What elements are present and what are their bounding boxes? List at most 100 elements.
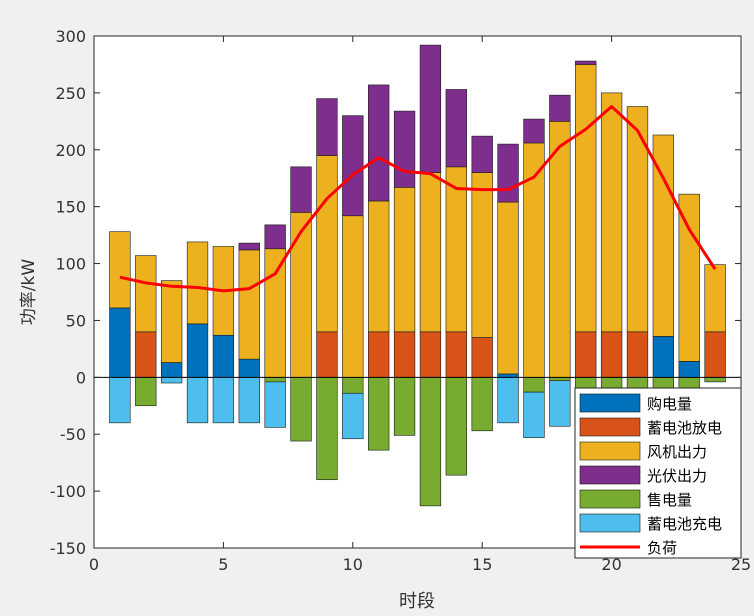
bar-s5-t1 xyxy=(109,377,131,424)
bar-s0-t16 xyxy=(497,373,519,378)
bar-s2-t12 xyxy=(393,187,416,333)
bar-s2-t18 xyxy=(549,121,571,378)
bar-s3-t7 xyxy=(264,224,286,250)
bar-s3-t19 xyxy=(575,60,597,65)
bar-s0-t4 xyxy=(186,323,209,378)
bar-s5-t17 xyxy=(523,391,545,438)
legend-swatch-1 xyxy=(579,417,641,437)
plot-frame xyxy=(93,35,742,549)
bar-s2-t15 xyxy=(471,172,493,338)
bar-s2-t21 xyxy=(626,106,649,333)
bar-s2-t16 xyxy=(497,201,519,375)
bar-s5-t18 xyxy=(549,380,571,427)
bar-s4-t18 xyxy=(549,377,571,382)
bar-s1-t14 xyxy=(445,331,467,378)
bar-s1-t13 xyxy=(419,331,442,378)
y-tick-label-150: 150 xyxy=(55,198,86,217)
bar-s0-t22 xyxy=(652,336,675,378)
bar-s4-t7 xyxy=(264,377,286,383)
bar-s5-t5 xyxy=(212,377,235,424)
bar-s5-t4 xyxy=(186,377,209,424)
legend-item-1: 蓄电池放电 xyxy=(579,417,722,437)
legend-item-2: 风机出力 xyxy=(579,441,707,461)
bar-s3-t18 xyxy=(549,94,571,122)
bar-s4-t11 xyxy=(368,377,390,451)
bar-s2-t9 xyxy=(316,155,338,333)
y-tick-label-100: 100 xyxy=(55,255,86,274)
bar-s0-t5 xyxy=(212,334,235,378)
x-tick-label-10: 10 xyxy=(343,555,363,574)
x-tick-label-20: 20 xyxy=(601,555,621,574)
bar-s3-t15 xyxy=(471,135,493,173)
y-tick-label--150: -150 xyxy=(50,539,86,558)
bar-s4-t14 xyxy=(445,377,467,476)
bar-s1-t19 xyxy=(575,331,597,378)
x-axis-label: 时段 xyxy=(399,591,435,612)
x-tick-label-25: 25 xyxy=(731,555,751,574)
bar-s4-t12 xyxy=(393,377,416,436)
x-tick-label-15: 15 xyxy=(472,555,492,574)
x-axis-ticks: 0 5 10 15 20 25 xyxy=(89,36,751,574)
legend-label-2: 风机出力 xyxy=(647,443,707,461)
bar-s2-t13 xyxy=(419,172,442,333)
bar-s4-t10 xyxy=(342,377,364,394)
bar-s3-t16 xyxy=(497,143,519,203)
bar-s5-t7 xyxy=(264,381,286,428)
bar-s2-t3 xyxy=(160,280,183,363)
bar-s3-t10 xyxy=(342,115,364,217)
y-tick-label--100: -100 xyxy=(50,482,86,501)
bar-s2-t14 xyxy=(445,166,467,333)
legend-label-5: 蓄电池充电 xyxy=(647,515,722,533)
bar-s2-t24 xyxy=(704,264,726,333)
y-tick-label--50: -50 xyxy=(60,425,86,444)
series-1 xyxy=(135,331,726,378)
bar-s2-t20 xyxy=(600,92,623,333)
legend-item-0: 购电量 xyxy=(579,393,692,413)
bar-s1-t15 xyxy=(471,337,493,378)
series-0 xyxy=(109,307,700,378)
bar-s1-t2 xyxy=(135,331,157,378)
legend-item-5: 蓄电池充电 xyxy=(579,513,722,533)
legend-item-4: 售电量 xyxy=(579,489,692,509)
bar-s1-t11 xyxy=(368,331,390,378)
legend-swatch-0 xyxy=(579,393,641,413)
legend-label-3: 光伏出力 xyxy=(647,467,707,485)
legend-label-4: 售电量 xyxy=(647,491,692,509)
x-tick-label-0: 0 xyxy=(89,555,99,574)
bar-s0-t3 xyxy=(160,362,183,378)
bar-s4-t2 xyxy=(135,377,157,407)
line-layer xyxy=(119,105,717,293)
y-axis-label: 功率/kW xyxy=(19,259,39,326)
bar-s3-t8 xyxy=(290,166,312,213)
bar-s2-t6 xyxy=(238,249,260,360)
bar-s3-t17 xyxy=(523,118,545,144)
bar-s1-t21 xyxy=(626,331,649,378)
bar-s2-t10 xyxy=(342,215,364,378)
bar-s2-t11 xyxy=(368,200,390,333)
bar-s3-t11 xyxy=(368,84,390,202)
bar-s2-t4 xyxy=(186,241,209,325)
load-line xyxy=(119,105,717,293)
legend-swatch-2 xyxy=(579,441,641,461)
bar-s2-t8 xyxy=(290,212,312,378)
bar-s3-t6 xyxy=(238,242,260,251)
bar-s4-t15 xyxy=(471,377,493,432)
bar-s1-t20 xyxy=(600,331,623,378)
bar-s0-t6 xyxy=(238,358,260,378)
series-5 xyxy=(109,377,571,440)
bar-s2-t19 xyxy=(575,64,597,333)
y-tick-label-250: 250 xyxy=(55,84,86,103)
bar-s2-t1 xyxy=(109,231,131,309)
legend-swatch-4 xyxy=(579,489,641,509)
bar-s3-t12 xyxy=(393,110,416,188)
legend-label-6: 负荷 xyxy=(647,539,677,557)
bar-s1-t9 xyxy=(316,331,338,378)
bar-s5-t10 xyxy=(342,392,364,440)
bar-s0-t1 xyxy=(109,307,131,378)
legend-swatch-3 xyxy=(579,465,641,485)
bar-s4-t9 xyxy=(316,377,338,481)
bar-s1-t12 xyxy=(393,331,416,378)
bar-s4-t17 xyxy=(523,377,545,393)
